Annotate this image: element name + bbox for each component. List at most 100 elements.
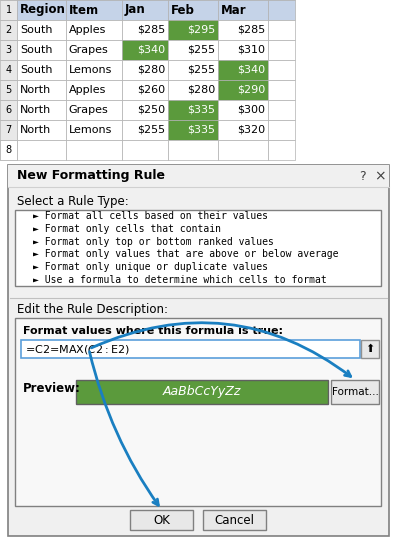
- Bar: [168, 140, 218, 160]
- Text: ?: ?: [358, 170, 364, 183]
- Bar: [65, 100, 121, 120]
- Text: ► Format only unique or duplicate values: ► Format only unique or duplicate values: [33, 262, 267, 272]
- Bar: [0, 140, 17, 160]
- Text: 7: 7: [6, 125, 12, 135]
- Bar: [17, 40, 65, 60]
- Bar: [360, 340, 378, 358]
- Bar: [65, 60, 121, 80]
- Bar: [168, 40, 218, 60]
- Bar: [168, 120, 218, 140]
- Bar: [65, 0, 121, 20]
- Text: ► Format all cells based on their values: ► Format all cells based on their values: [33, 211, 267, 221]
- Bar: [76, 380, 328, 404]
- Bar: [17, 0, 65, 20]
- Bar: [121, 20, 168, 40]
- Bar: [121, 100, 168, 120]
- Text: ► Format only cells that contain: ► Format only cells that contain: [33, 224, 220, 234]
- Text: $260: $260: [137, 85, 165, 95]
- Text: $320: $320: [237, 125, 265, 135]
- Bar: [0, 20, 17, 40]
- Bar: [218, 0, 268, 20]
- Text: New Formatting Rule: New Formatting Rule: [17, 170, 165, 183]
- Text: ► Format only values that are above or below average: ► Format only values that are above or b…: [33, 249, 337, 259]
- Text: =C2=MAX($C2:$E2): =C2=MAX($C2:$E2): [25, 342, 130, 355]
- Text: ► Format only top or bottom ranked values: ► Format only top or bottom ranked value…: [33, 237, 273, 247]
- Bar: [65, 20, 121, 40]
- Bar: [121, 40, 168, 60]
- Bar: [168, 80, 218, 100]
- Bar: [168, 0, 218, 20]
- Bar: [17, 80, 65, 100]
- Text: North: North: [20, 85, 52, 95]
- Text: North: North: [20, 125, 52, 135]
- Text: South: South: [20, 25, 53, 35]
- Text: OK: OK: [153, 514, 170, 526]
- Text: Grapes: Grapes: [68, 45, 108, 55]
- Bar: [268, 20, 295, 40]
- Text: Format...: Format...: [331, 387, 378, 397]
- Text: $285: $285: [137, 25, 165, 35]
- Bar: [0, 140, 17, 160]
- Bar: [17, 60, 65, 80]
- Bar: [121, 140, 168, 160]
- Bar: [65, 40, 121, 60]
- Text: Select a Rule Type:: Select a Rule Type:: [17, 195, 129, 208]
- Bar: [0, 40, 17, 60]
- Text: 8: 8: [6, 145, 12, 155]
- Text: 1: 1: [6, 5, 12, 15]
- Bar: [0, 0, 17, 20]
- Bar: [168, 20, 218, 40]
- Bar: [16, 318, 380, 506]
- Text: Format values where this formula is true:: Format values where this formula is true…: [23, 326, 283, 336]
- Bar: [121, 80, 168, 100]
- Text: ⬆: ⬆: [364, 344, 373, 354]
- Bar: [0, 120, 17, 140]
- Bar: [16, 210, 380, 286]
- Text: ×: ×: [373, 169, 384, 183]
- Text: Edit the Rule Description:: Edit the Rule Description:: [17, 303, 168, 316]
- Bar: [268, 80, 295, 100]
- Bar: [121, 60, 168, 80]
- Text: $255: $255: [187, 65, 215, 75]
- Bar: [168, 60, 218, 80]
- Bar: [218, 20, 268, 40]
- Bar: [17, 140, 65, 160]
- Text: $300: $300: [237, 105, 265, 115]
- Bar: [218, 120, 268, 140]
- Text: $340: $340: [137, 45, 165, 55]
- Bar: [17, 100, 65, 120]
- Bar: [65, 120, 121, 140]
- Text: ► Use a formula to determine which cells to format: ► Use a formula to determine which cells…: [33, 275, 326, 285]
- Text: Lemons: Lemons: [68, 65, 112, 75]
- Text: $250: $250: [137, 105, 165, 115]
- Bar: [218, 140, 268, 160]
- Text: $285: $285: [237, 25, 265, 35]
- Text: $280: $280: [137, 65, 165, 75]
- Text: Jan: Jan: [124, 3, 145, 17]
- Text: Preview:: Preview:: [23, 381, 81, 395]
- Bar: [268, 60, 295, 80]
- Bar: [330, 380, 379, 404]
- Bar: [218, 80, 268, 100]
- Text: Cancel: Cancel: [213, 514, 254, 526]
- Bar: [21, 340, 359, 358]
- Text: $255: $255: [187, 45, 215, 55]
- Text: Region: Region: [20, 3, 66, 17]
- Bar: [218, 100, 268, 120]
- Bar: [168, 100, 218, 120]
- Text: North: North: [20, 105, 52, 115]
- Text: Apples: Apples: [68, 25, 106, 35]
- Bar: [65, 80, 121, 100]
- Bar: [218, 40, 268, 60]
- Bar: [17, 20, 65, 40]
- Text: $290: $290: [237, 85, 265, 95]
- Bar: [268, 40, 295, 60]
- Text: Lemons: Lemons: [68, 125, 112, 135]
- Bar: [130, 510, 193, 530]
- Text: $335: $335: [187, 125, 215, 135]
- Text: South: South: [20, 65, 53, 75]
- Bar: [8, 165, 388, 187]
- Bar: [121, 0, 168, 20]
- Bar: [268, 120, 295, 140]
- Bar: [202, 510, 265, 530]
